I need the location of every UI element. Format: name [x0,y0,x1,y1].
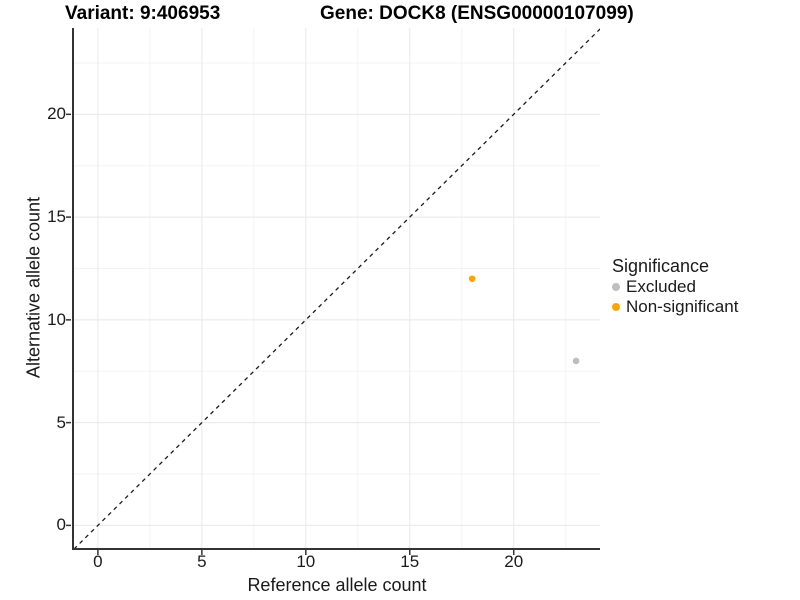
data-point-non-significant [468,275,476,283]
y-tick-label: 20 [47,104,66,124]
legend-item-label: Non-significant [626,297,739,316]
x-tick-label: 0 [93,552,103,571]
legend-item-non-significant: Non-significant [612,297,738,317]
y-tick-label: 15 [47,207,66,227]
y-axis-label: Alternative allele count [23,196,44,379]
x-tick-label: 20 [504,552,524,571]
excluded-point-icon [612,283,620,291]
x-tick-label: 15 [400,552,420,571]
data-point-excluded [572,357,580,365]
legend-item-excluded: Excluded [612,277,738,297]
legend-title: Significance [612,256,710,276]
x-tick-label: 10 [296,552,316,571]
legend-item-label: Excluded [626,277,696,296]
legend: Significance Excluded Non-significant [612,255,738,317]
x-tick-label: 5 [197,552,207,571]
gene-title: Gene: DOCK8 (ENSG00000107099) [320,3,634,24]
non-significant-point-icon [612,303,620,311]
variant-title: Variant: 9:406953 [65,3,221,24]
y-tick-label: 0 [56,515,66,535]
y-tick-label: 5 [56,412,66,432]
y-tick-label: 10 [47,309,66,329]
x-axis-label: Reference allele count [247,575,427,595]
